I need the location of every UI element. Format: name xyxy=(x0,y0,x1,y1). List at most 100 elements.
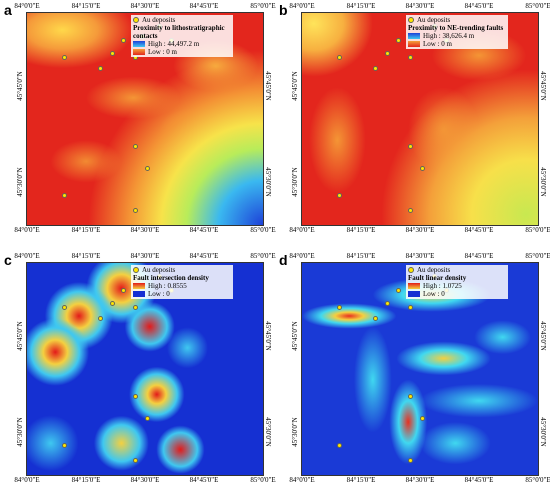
legend-symbol xyxy=(133,267,139,274)
legend-row: High : 38,626.4 m xyxy=(408,32,506,40)
legend-row: Low : 0 m xyxy=(133,48,231,56)
x-tick-label: 84°45'0"E xyxy=(464,2,494,10)
legend-row: Au deposits xyxy=(133,266,231,274)
y-tick-label: 45°45'0"N xyxy=(291,321,299,351)
y-tick-label: 45°30'0"N xyxy=(16,416,24,447)
deposit-point xyxy=(420,165,425,171)
legend-swatch xyxy=(133,283,145,290)
y-tick-label: 45°30'0"N xyxy=(539,166,547,197)
y-tick-label: 45°45'0"N xyxy=(539,71,547,101)
legend-deposits: Au deposits xyxy=(142,266,176,274)
legend-swatch xyxy=(133,291,145,298)
map-raster: Au deposits Fault linear density High : 1.… xyxy=(301,262,539,476)
map-raster: Au deposits Proximity to lithostratigraph… xyxy=(26,12,264,226)
x-tick-label: 84°45'0"E xyxy=(189,476,219,484)
x-tick-label: 84°45'0"E xyxy=(189,2,219,10)
legend-symbol xyxy=(408,17,414,24)
legend: Au deposits Fault linear density High : 1.… xyxy=(406,265,508,299)
x-tick-label: 84°0'0"E xyxy=(14,226,40,234)
map-panel: b Au deposits Proximity to NE-trending fau… xyxy=(275,0,550,247)
legend-row: Au deposits xyxy=(133,16,231,24)
legend-row: High : 1.0725 xyxy=(408,282,506,290)
legend-row: Low : 0 m xyxy=(408,40,506,48)
legend-deposits: Au deposits xyxy=(417,16,451,24)
x-tick-label: 84°30'0"E xyxy=(405,226,435,234)
legend-symbol xyxy=(408,267,414,274)
legend-swatch xyxy=(408,283,420,290)
y-tick-label: 45°45'0"N xyxy=(16,321,24,351)
deposit-point xyxy=(121,288,127,294)
deposit-point xyxy=(97,66,103,71)
legend-high: High : 0.8555 xyxy=(148,282,187,290)
legend-swatch xyxy=(408,41,420,48)
x-tick-label: 84°0'0"E xyxy=(14,476,40,484)
x-tick-label: 85°0'0"E xyxy=(250,252,276,260)
legend-high: High : 38,626.4 m xyxy=(423,32,475,40)
legend-row: High : 44,497.2 m xyxy=(133,40,231,48)
legend-swatch xyxy=(408,291,420,298)
deposit-point xyxy=(109,301,115,307)
x-tick-label: 85°0'0"E xyxy=(250,226,276,234)
legend-row: Low : 0 xyxy=(408,290,506,298)
x-tick-label: 85°0'0"E xyxy=(250,2,276,10)
x-tick-label: 84°15'0"E xyxy=(346,226,376,234)
deposit-point xyxy=(420,415,425,421)
panel-label: b xyxy=(279,2,288,18)
legend-low: Low : 0 xyxy=(423,290,445,298)
legend-high: High : 1.0725 xyxy=(423,282,462,290)
deposit-point xyxy=(396,38,402,44)
deposit-point xyxy=(133,305,139,311)
x-tick-label: 84°0'0"E xyxy=(289,252,315,260)
legend-swatch xyxy=(408,33,420,40)
x-tick-label: 85°0'0"E xyxy=(250,476,276,484)
y-tick-label: 45°30'0"N xyxy=(16,166,24,197)
deposit-point xyxy=(337,55,343,61)
deposit-point xyxy=(384,301,390,307)
deposit-point xyxy=(133,458,139,464)
x-tick-label: 84°30'0"E xyxy=(405,252,435,260)
legend-low: Low : 0 xyxy=(148,290,170,298)
legend: Au deposits Fault intersection density Hig… xyxy=(131,265,233,299)
legend: Au deposits Proximity to lithostratigraph… xyxy=(131,15,233,57)
y-tick-label: 45°45'0"N xyxy=(264,71,272,101)
y-tick-label: 45°45'0"N xyxy=(16,71,24,101)
deposit-point xyxy=(408,144,414,150)
deposit-point xyxy=(408,458,414,464)
x-tick-label: 85°0'0"E xyxy=(525,252,550,260)
x-tick-label: 84°0'0"E xyxy=(14,2,40,10)
x-tick-label: 84°0'0"E xyxy=(289,226,315,234)
x-tick-label: 84°30'0"E xyxy=(130,226,160,234)
deposit-point xyxy=(384,51,390,57)
x-tick-label: 84°15'0"E xyxy=(346,476,376,484)
legend-row: Au deposits xyxy=(408,16,506,24)
legend-deposits: Au deposits xyxy=(142,16,176,24)
deposit-point xyxy=(133,394,139,400)
deposit-point xyxy=(62,305,68,311)
legend-deposits: Au deposits xyxy=(417,266,451,274)
deposit-point xyxy=(133,208,139,214)
y-tick-label: 45°45'0"N xyxy=(264,321,272,351)
legend-title: Proximity to NE-trending faults xyxy=(408,24,504,32)
x-tick-label: 84°30'0"E xyxy=(130,476,160,484)
x-tick-label: 84°0'0"E xyxy=(289,476,315,484)
x-tick-label: 84°0'0"E xyxy=(14,252,40,260)
deposit-point xyxy=(396,288,402,294)
deposit-point xyxy=(121,38,127,44)
x-tick-label: 84°0'0"E xyxy=(289,2,315,10)
x-tick-label: 84°45'0"E xyxy=(464,252,494,260)
deposit-point xyxy=(408,55,414,61)
legend-row: High : 0.8555 xyxy=(133,282,231,290)
panel-label: d xyxy=(279,252,288,268)
x-tick-label: 85°0'0"E xyxy=(525,226,550,234)
x-tick-label: 84°15'0"E xyxy=(71,2,101,10)
panel-label: a xyxy=(4,2,12,18)
deposit-point xyxy=(133,144,139,150)
legend-swatch xyxy=(133,49,145,56)
x-tick-label: 84°45'0"E xyxy=(464,476,494,484)
deposit-point xyxy=(408,305,414,311)
panel-label: c xyxy=(4,252,12,268)
legend-title: Fault linear density xyxy=(408,274,467,282)
x-tick-label: 84°45'0"E xyxy=(189,226,219,234)
deposit-point xyxy=(408,208,414,214)
